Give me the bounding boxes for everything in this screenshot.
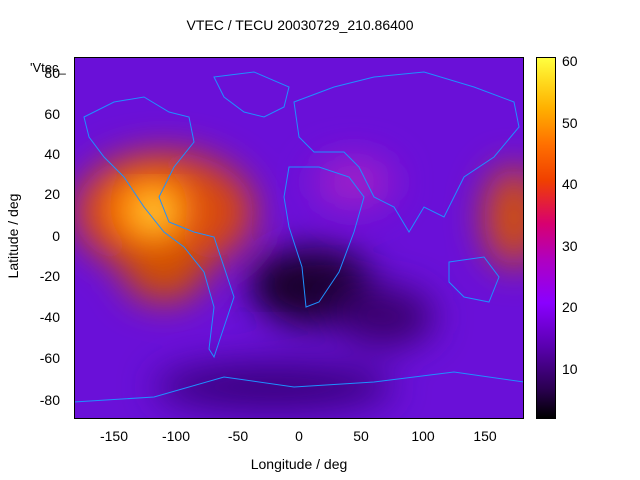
colorbar-tick-label: 40 — [562, 176, 578, 192]
y-tick-label: 80 — [44, 65, 60, 81]
legend-label: 'Vtec_ — [30, 60, 66, 75]
y-tick-label: -20 — [39, 268, 60, 284]
x-tick-label: 50 — [353, 428, 369, 444]
vtec-heatmap — [74, 57, 524, 419]
x-tick-label: -100 — [161, 428, 191, 444]
x-tick-label: 150 — [473, 428, 497, 444]
x-axis-label: Longitude / deg — [250, 456, 348, 472]
x-tick-label: 0 — [295, 428, 303, 444]
y-tick-label: 20 — [44, 186, 60, 202]
colorbar-tick-label: 50 — [562, 115, 578, 131]
colorbar-tick-label: 10 — [562, 361, 578, 377]
colorbar-tick-label: 60 — [562, 53, 578, 69]
x-tick-label: -50 — [227, 428, 249, 444]
y-tick-label: -60 — [39, 350, 60, 366]
y-tick-label: 0 — [52, 228, 60, 244]
colorbar — [536, 57, 556, 419]
colorbar-tick-label: 30 — [562, 238, 578, 254]
chart-title: VTEC / TECU 20030729_210.86400 — [186, 17, 414, 33]
y-tick-label: -40 — [39, 309, 60, 325]
x-tick-label: 100 — [411, 428, 435, 444]
colorbar-tick-label: 20 — [562, 299, 578, 315]
y-tick-label: 40 — [44, 146, 60, 162]
y-tick-label: 60 — [44, 106, 60, 122]
y-tick-label: -80 — [39, 392, 60, 408]
x-tick-label: -150 — [99, 428, 129, 444]
y-axis-label: Latitude / deg — [5, 193, 21, 279]
